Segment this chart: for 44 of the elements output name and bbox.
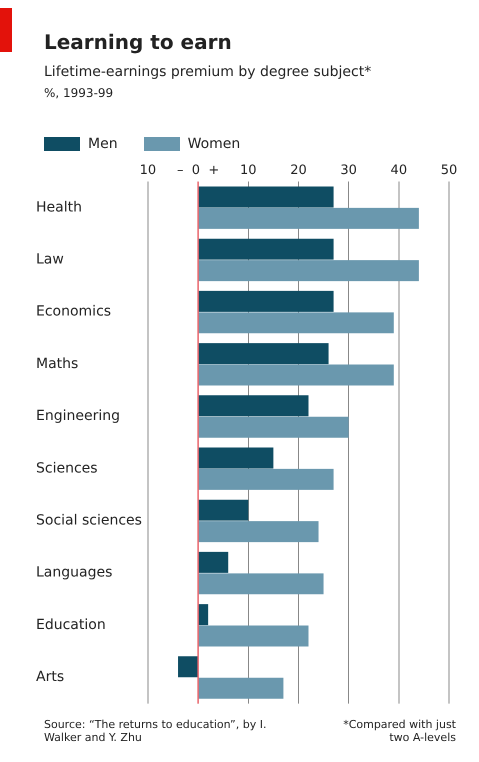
- bar: [198, 343, 329, 364]
- bar: [198, 604, 208, 626]
- bar: [198, 521, 319, 542]
- x-tick-label: 20: [290, 163, 307, 178]
- bar: [198, 416, 349, 438]
- y-tick-label: Education: [36, 616, 106, 633]
- y-tick-label: Engineering: [36, 408, 120, 424]
- bar: [198, 500, 248, 521]
- source-note: Source: “The returns to education”, by I. Walker and Y. Zhu: [44, 718, 268, 744]
- text: %, 1993-99: [44, 86, 114, 100]
- y-tick-label: Arts: [36, 669, 64, 686]
- y-tick-label: Sciences: [36, 460, 98, 476]
- y-tick-label: Health: [36, 199, 82, 216]
- x-tick-label: – 0 +: [177, 163, 220, 178]
- chart-subtitle: Lifetime-earnings premium by degree subject*: [44, 64, 372, 80]
- bar: [198, 364, 394, 386]
- y-tick-label: Economics: [36, 304, 112, 320]
- bar: [198, 678, 284, 699]
- bar: [198, 468, 334, 490]
- bar: [198, 260, 419, 282]
- y-tick-label: Social sciences: [36, 512, 142, 529]
- x-tick-label: 10: [240, 163, 257, 178]
- bar: [198, 208, 419, 229]
- bar: [198, 186, 334, 208]
- x-tick-label: 10: [140, 163, 156, 178]
- bar: [198, 395, 308, 416]
- legend-label: Men: [88, 136, 118, 152]
- y-tick-label: Maths: [36, 356, 78, 372]
- bar: [198, 238, 334, 260]
- legend-label: Women: [188, 136, 240, 152]
- text: *Compared with just two A-levels: [342, 718, 456, 744]
- y-tick-label: Law: [36, 252, 64, 268]
- chart-title: Learning to earn: [44, 30, 232, 54]
- x-tick-label: 40: [390, 163, 408, 178]
- bar: [198, 573, 324, 594]
- y-tick-label: Languages: [36, 564, 112, 581]
- bar: [198, 552, 228, 573]
- x-tick-label: 50: [440, 163, 458, 178]
- bar: [178, 656, 198, 678]
- bar: [198, 312, 394, 334]
- bar: [198, 290, 334, 312]
- bar: [198, 448, 274, 468]
- x-tick-label: 30: [340, 163, 357, 178]
- bar: [198, 626, 308, 646]
